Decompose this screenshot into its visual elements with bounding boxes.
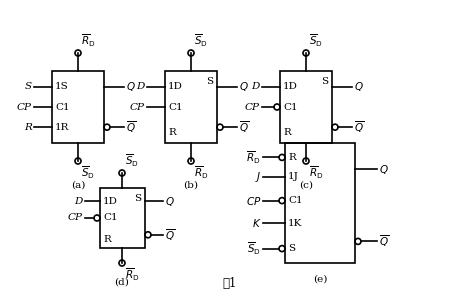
Text: CP: CP [130,103,145,111]
Text: $\overline{S}_{\mathrm{D}}$: $\overline{S}_{\mathrm{D}}$ [81,165,95,181]
Text: $Q$: $Q$ [126,80,136,93]
Text: D: D [75,197,83,206]
Text: $\overline{Q}$: $\overline{Q}$ [165,227,175,243]
Bar [280,71,332,143]
Bar [285,143,355,263]
Text: $J$: $J$ [254,170,261,184]
Text: D: D [252,82,260,91]
Text: 1D: 1D [168,82,183,91]
Text: R: R [24,123,32,132]
Text: C1: C1 [283,103,298,111]
Text: (b): (b) [183,181,199,190]
Text: $\overline{R}_{\mathrm{D}}$: $\overline{R}_{\mathrm{D}}$ [194,165,208,181]
Text: S: S [321,77,328,86]
Text: $\overline{S}_{\mathrm{D}}$: $\overline{S}_{\mathrm{D}}$ [194,32,208,49]
Text: $\overline{R}_{\mathrm{D}}$: $\overline{R}_{\mathrm{D}}$ [309,165,324,181]
Bar [100,188,145,248]
Text: R: R [288,153,296,162]
Text: CP: CP [68,213,83,223]
Text: 1K: 1K [288,219,302,228]
Text: 1D: 1D [283,82,298,91]
Text: $Q$: $Q$ [354,80,364,93]
Text: $\overline{Q}$: $\overline{Q}$ [379,234,389,249]
Text: (c): (c) [299,181,313,190]
Text: (a): (a) [71,181,85,190]
Text: 图1: 图1 [223,277,237,290]
Text: CP: CP [245,103,260,111]
Text: 1D: 1D [103,197,118,206]
Text: $\overline{S}_{\mathrm{D}}$: $\overline{S}_{\mathrm{D}}$ [125,153,139,169]
Text: (d): (d) [115,278,130,287]
Text: C1: C1 [103,213,118,223]
Text: $\overline{S}_{\mathrm{D}}$: $\overline{S}_{\mathrm{D}}$ [247,240,261,257]
Text: (e): (e) [313,275,327,284]
Bar [165,71,217,143]
Text: $Q$: $Q$ [239,80,249,93]
Text: D: D [136,82,145,91]
Text: $\overline{R}_{\mathrm{D}}$: $\overline{R}_{\mathrm{D}}$ [247,149,261,166]
Text: C1: C1 [55,103,70,111]
Text: $\overline{Q}$: $\overline{Q}$ [354,119,364,135]
Text: S: S [25,82,32,91]
Text: $K$: $K$ [252,218,261,229]
Text: $\overline{Q}$: $\overline{Q}$ [126,119,136,135]
Text: R: R [168,128,176,137]
Text: 1S: 1S [55,82,69,91]
Text: $Q$: $Q$ [165,195,175,208]
Bar [52,71,104,143]
Text: $\overline{R}_{\mathrm{D}}$: $\overline{R}_{\mathrm{D}}$ [81,32,95,49]
Text: 1R: 1R [55,123,69,132]
Text: S: S [288,244,295,253]
Text: $\overline{R}_{\mathrm{D}}$: $\overline{R}_{\mathrm{D}}$ [125,267,140,283]
Text: S: S [134,194,141,203]
Text: S: S [206,77,213,86]
Text: $Q$: $Q$ [379,163,389,176]
Text: C1: C1 [168,103,183,111]
Text: R: R [103,235,111,243]
Text: 1J: 1J [288,172,299,181]
Text: $CP$: $CP$ [246,195,261,207]
Text: $\overline{Q}$: $\overline{Q}$ [239,119,249,135]
Text: CP: CP [17,103,32,111]
Text: $\overline{S}_{\mathrm{D}}$: $\overline{S}_{\mathrm{D}}$ [309,32,323,49]
Text: C1: C1 [288,196,302,205]
Text: R: R [283,128,291,137]
